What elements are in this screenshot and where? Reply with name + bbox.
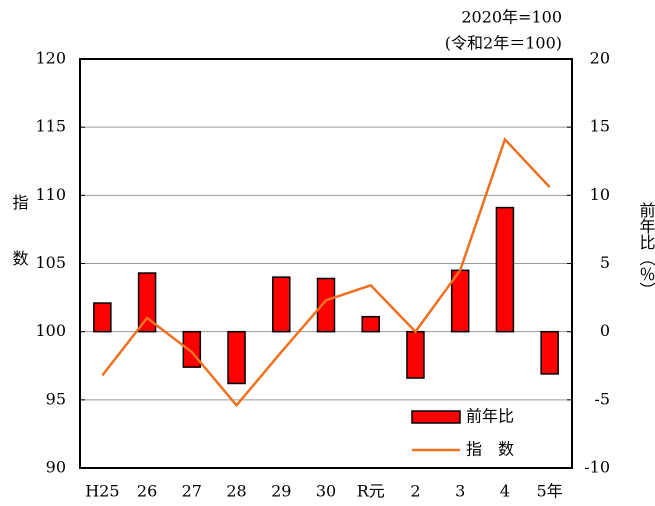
x-tick-label: 3 [455,482,465,501]
legend-label: 前年比 [466,407,514,426]
annotation: 2020年=100 [461,8,562,27]
x-tick-label: H25 [85,482,119,501]
y-tick-label: 105 [35,253,66,272]
y2-tick-label: 15 [590,117,610,136]
x-tick-label: 27 [182,482,202,501]
y-tick-label: 120 [35,49,66,68]
bar [406,330,425,379]
y2-tick-label: 10 [590,185,610,204]
y-tick-label: 90 [46,458,66,477]
bar [137,272,157,333]
y-tick-label: 110 [35,185,66,204]
annotation: (令和2年＝100) [445,34,562,53]
y2-tick-label: -5 [594,389,610,408]
y-tick-label: 95 [46,389,66,408]
y-axis-label: 指数 [10,194,29,306]
line [101,137,551,408]
y2-axis-label: 前年比（％） [637,202,655,298]
bar [182,330,202,368]
y-tick-label: 115 [35,117,66,136]
x-tick-label: 30 [316,482,336,501]
y2-tick-label: 20 [590,49,610,68]
bar [93,302,112,333]
x-tick-label: 29 [271,482,291,501]
y2-tick-label: 0 [600,321,610,340]
bar [361,315,380,333]
bar [272,276,291,333]
x-tick-label: 5年 [537,482,563,501]
x-tick-label: 2 [410,482,420,501]
bar [540,330,559,375]
y2-tick-label: -10 [584,458,610,477]
y-tick-label: 100 [35,321,66,340]
y2-tick-label: 5 [600,253,610,272]
x-tick-label: 26 [137,482,157,501]
x-tick-label: 28 [226,482,246,501]
bar [316,277,336,333]
legend-swatch [411,410,461,424]
bar [227,330,246,385]
x-tick-label: R元 [357,482,385,501]
x-tick-label: 4 [500,482,510,501]
bar [495,206,515,333]
legend-label: 指 数 [466,440,514,459]
plot-border [79,58,573,469]
